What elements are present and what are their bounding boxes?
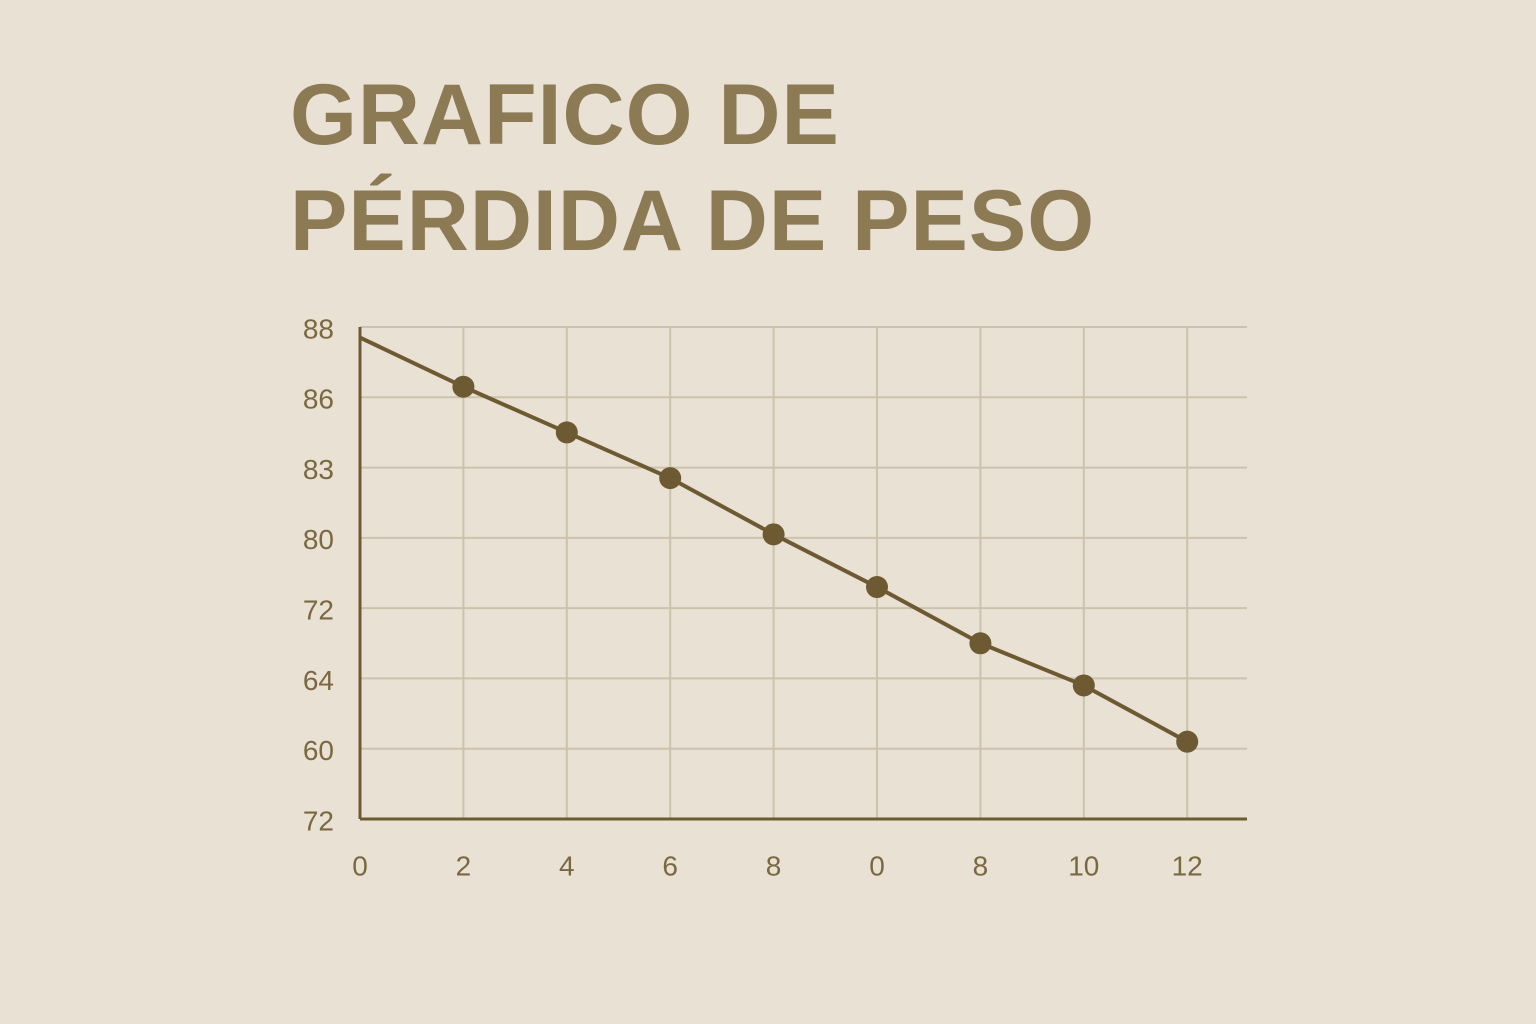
point: [1176, 730, 1199, 753]
x-tick-label: 12: [1172, 850, 1203, 881]
x-tick-label: 2: [456, 850, 472, 881]
y-tick-label: 72: [303, 805, 334, 836]
point: [1072, 674, 1095, 697]
chart-title: GRAFICO DE PÉRDIDA DE PESO: [290, 67, 1096, 269]
x-tick-label: 0: [869, 850, 885, 881]
point: [969, 632, 992, 655]
point: [452, 375, 475, 398]
x-tick-label: 8: [973, 850, 989, 881]
y-tick-label: 88: [303, 313, 334, 344]
point: [659, 467, 682, 490]
y-tick-label: 60: [303, 735, 334, 766]
point: [555, 421, 578, 444]
x-tick-label: 0: [352, 850, 368, 881]
point: [762, 523, 785, 546]
x-tick-label: 6: [662, 850, 678, 881]
x-tick-label: 8: [766, 850, 782, 881]
y-tick-label: 83: [303, 454, 334, 485]
x-tick-label: 4: [559, 850, 575, 881]
y-tick-label: 86: [303, 384, 334, 415]
y-tick-label: 64: [303, 665, 334, 696]
y-tick-label: 80: [303, 524, 334, 555]
y-tick-label: 72: [303, 595, 334, 626]
x-tick-label: 10: [1068, 850, 1099, 881]
point: [866, 576, 888, 599]
